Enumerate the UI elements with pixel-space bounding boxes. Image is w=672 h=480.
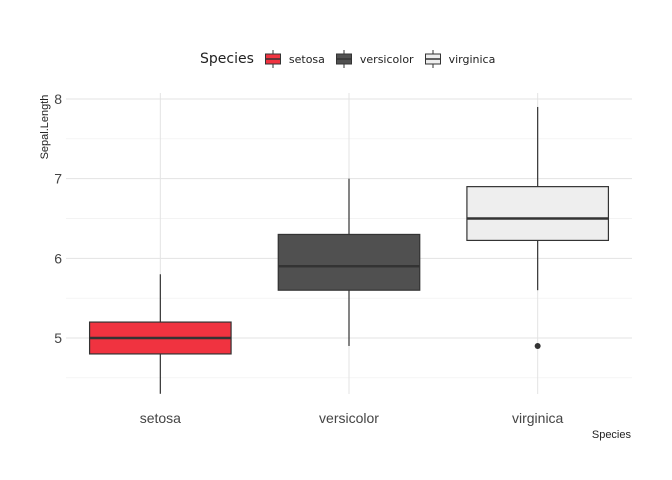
x-tick-label: virginica bbox=[512, 410, 564, 426]
legend-label-versicolor: versicolor bbox=[359, 52, 414, 66]
legend-key-virginica bbox=[424, 50, 441, 68]
y-tick-label: 8 bbox=[54, 91, 62, 107]
y-tick-label: 5 bbox=[54, 330, 62, 346]
y-tick-label: 6 bbox=[54, 250, 62, 266]
box-setosa bbox=[88, 274, 232, 394]
x-axis-label: Species bbox=[592, 429, 632, 441]
legend-item-versicolor: versicolor bbox=[335, 50, 414, 68]
y-axis-label: Sepal.Length bbox=[39, 95, 51, 160]
box-versicolor bbox=[277, 178, 421, 346]
legend-label-setosa: setosa bbox=[288, 52, 325, 66]
y-tick-label: 7 bbox=[54, 171, 62, 187]
legend-item-setosa: setosa bbox=[264, 50, 325, 68]
outlier-point bbox=[534, 342, 541, 349]
legend-key-versicolor bbox=[335, 50, 352, 68]
y-tick-labels: 5 6 7 8 bbox=[54, 91, 62, 346]
boxes bbox=[88, 106, 610, 394]
legend-title: Species bbox=[200, 51, 254, 67]
legend-label-virginica: virginica bbox=[448, 52, 496, 66]
box-body bbox=[466, 186, 610, 242]
legend-key-setosa bbox=[264, 50, 281, 68]
legend-item-virginica: virginica bbox=[424, 50, 496, 68]
box-virginica bbox=[466, 106, 610, 349]
x-tick-label: setosa bbox=[140, 410, 181, 426]
box-body bbox=[277, 233, 421, 291]
legend: Species setosa versicolor virginica bbox=[200, 48, 505, 70]
x-tick-label: versicolor bbox=[319, 410, 379, 426]
x-tick-labels: setosa versicolor virginica bbox=[140, 410, 564, 426]
